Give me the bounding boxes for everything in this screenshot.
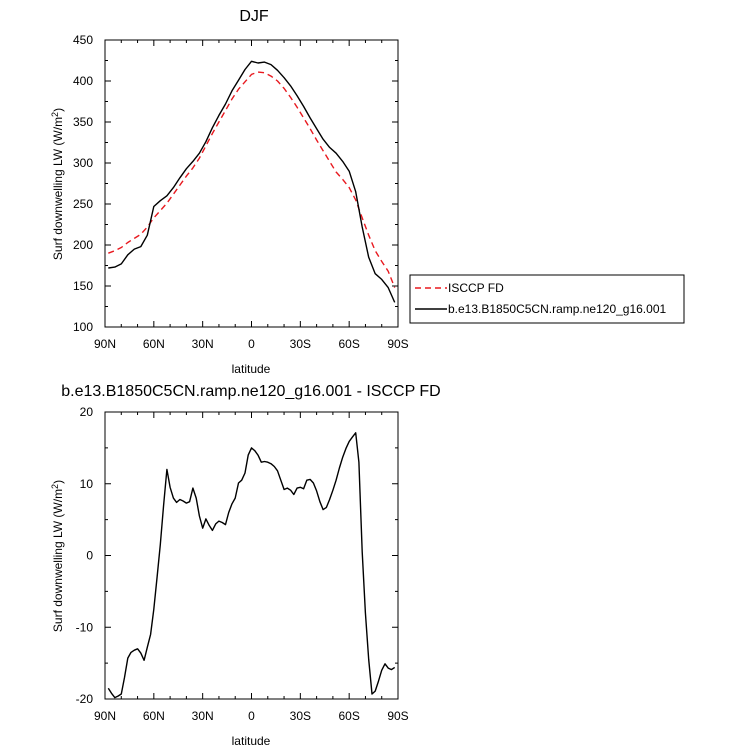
bottom-plot-frame [104, 411, 399, 700]
top-y-tick-label: 100 [73, 320, 93, 334]
top-chart-title: DJF [239, 8, 269, 25]
top-y-tick-label: 400 [73, 74, 93, 88]
top-x-axis-label: latitude [232, 362, 271, 376]
bottom-y-tick-label: 10 [80, 477, 94, 491]
legend-label-isccp: ISCCP FD [448, 281, 504, 295]
bottom-x-tick-label: 0 [248, 709, 255, 723]
top-series-line-0 [108, 71, 396, 288]
bottom-x-tick-label: 90S [387, 709, 408, 723]
top-x-tick-label: 30N [192, 337, 214, 351]
legend: ISCCP FD b.e13.B1850C5CN.ramp.ne120_g16.… [409, 274, 685, 324]
bottom-chart-title: b.e13.B1850C5CN.ramp.ne120_g16.001 - ISC… [61, 383, 440, 400]
top-y-tick-label: 150 [73, 279, 93, 293]
top-y-tick-label: 200 [73, 238, 93, 252]
top-x-tick-label: 30S [290, 337, 311, 351]
top-y-tick-label: 450 [73, 33, 93, 47]
bottom-y-tick-label: 0 [86, 549, 93, 563]
top-x-tick-label: 60S [338, 337, 359, 351]
bottom-panel: b.e13.B1850C5CN.ramp.ne120_g16.001 - ISC… [50, 383, 441, 748]
top-x-tick-label: 0 [248, 337, 255, 351]
top-y-tick-label: 300 [73, 156, 93, 170]
bottom-y-tick-label: -10 [76, 620, 94, 634]
bottom-x-tick-label: 60N [143, 709, 165, 723]
bottom-x-axis-label: latitude [232, 734, 271, 748]
bottom-x-tick-label: 90N [94, 709, 116, 723]
legend-label-model: b.e13.B1850C5CN.ramp.ne120_g16.001 [448, 302, 666, 316]
top-x-tick-label: 60N [143, 337, 165, 351]
bottom-y-axis-label: Surf downwelling LW (W/m2) [50, 480, 65, 632]
top-plot-frame [104, 39, 399, 328]
top-y-tick-label: 250 [73, 197, 93, 211]
top-x-tick-label: 90N [94, 337, 116, 351]
top-panel: DJF 90N 60N 30N 0 30S 60S 90S 100 150 200 250 300 35… [50, 8, 685, 376]
bottom-y-tick-label: 20 [80, 405, 94, 419]
top-y-axis-label: Surf downwelling LW (W/m2) [50, 108, 65, 260]
bottom-series-line-0 [107, 432, 396, 699]
top-series-line-1 [108, 60, 396, 303]
top-y-tick-label: 350 [73, 115, 93, 129]
top-x-tick-label: 90S [387, 337, 408, 351]
bottom-x-tick-label: 60S [338, 709, 359, 723]
bottom-x-tick-label: 30S [290, 709, 311, 723]
legend-box [409, 274, 685, 324]
bottom-y-tick-label: -20 [76, 692, 94, 706]
bottom-x-tick-label: 30N [192, 709, 214, 723]
